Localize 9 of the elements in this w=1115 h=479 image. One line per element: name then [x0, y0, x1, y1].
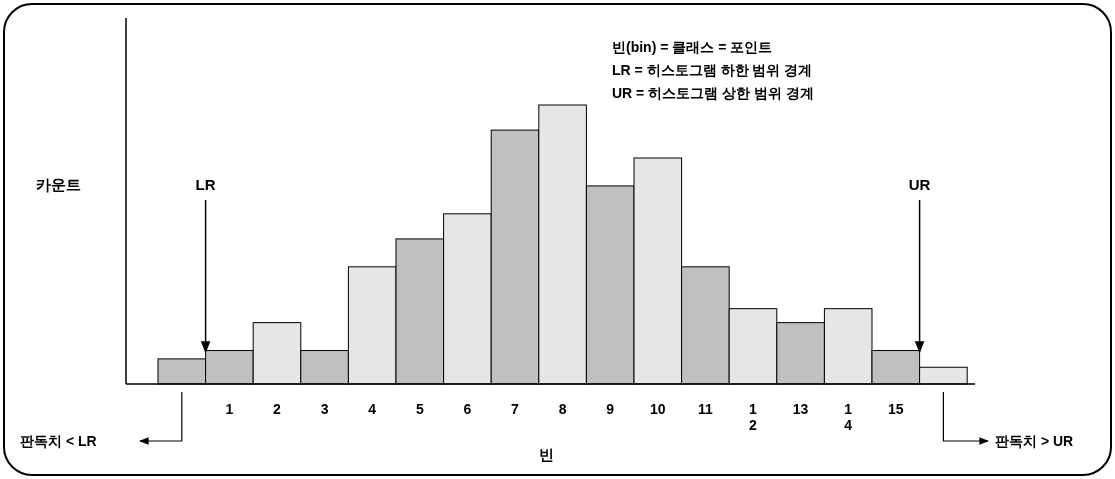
x-axis-title: 빈	[538, 446, 554, 463]
y-axis-title: 카운트	[36, 176, 81, 193]
text: 판독치 > UR	[995, 433, 1074, 449]
text: 빈(bin) = 클래스 = 포인트	[612, 39, 773, 55]
text: LR = 히스토그램 하한 범위 경계	[612, 62, 813, 78]
text: UR = 히스토그램 상한 범위 경계	[612, 85, 814, 101]
annotation: UR	[908, 176, 931, 193]
text: 판독치 < LR	[20, 433, 97, 449]
annotation: LR	[195, 176, 216, 193]
